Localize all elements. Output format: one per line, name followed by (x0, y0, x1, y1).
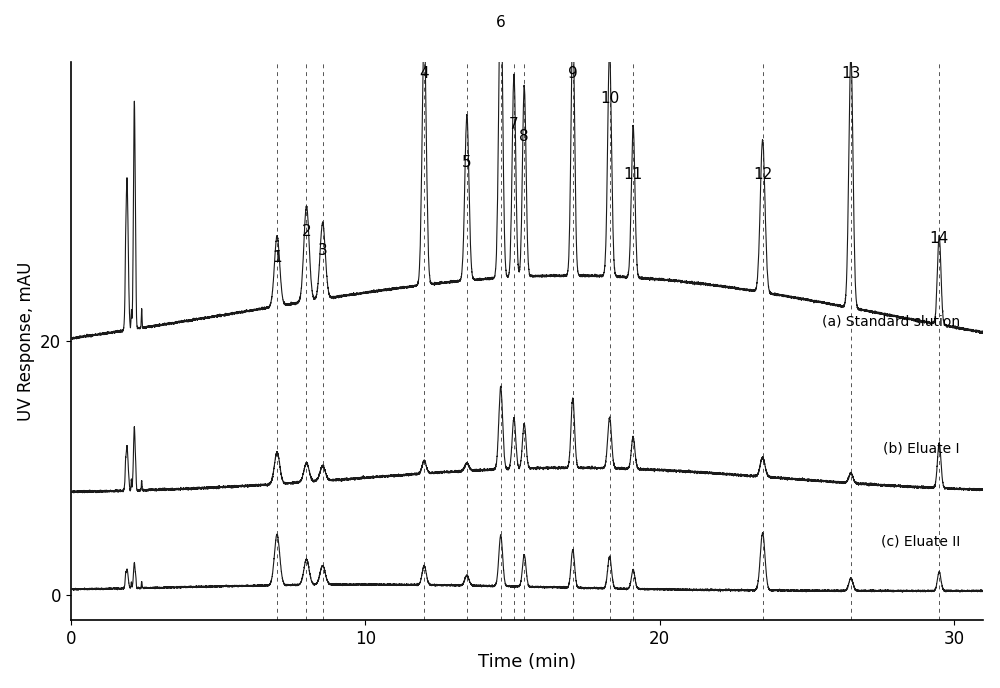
Text: 9: 9 (568, 66, 578, 80)
Text: 4: 4 (419, 66, 429, 80)
Text: 12: 12 (753, 167, 772, 182)
Text: 13: 13 (841, 66, 861, 80)
Text: (c) Eluate II: (c) Eluate II (881, 535, 960, 548)
Text: 6: 6 (496, 15, 506, 30)
Text: 10: 10 (600, 92, 619, 106)
Y-axis label: UV Response, mAU: UV Response, mAU (17, 261, 35, 420)
Text: 7: 7 (509, 116, 519, 131)
Text: 8: 8 (519, 129, 529, 144)
Text: 5: 5 (462, 155, 472, 170)
Text: 11: 11 (624, 167, 643, 182)
Text: (b) Eluate I: (b) Eluate I (883, 442, 960, 455)
Text: (a) Standard slution: (a) Standard slution (822, 315, 960, 329)
Text: 1: 1 (272, 250, 282, 265)
Text: 14: 14 (930, 230, 949, 246)
Text: 3: 3 (318, 244, 328, 259)
X-axis label: Time (min): Time (min) (478, 654, 576, 671)
Text: 2: 2 (302, 224, 311, 239)
